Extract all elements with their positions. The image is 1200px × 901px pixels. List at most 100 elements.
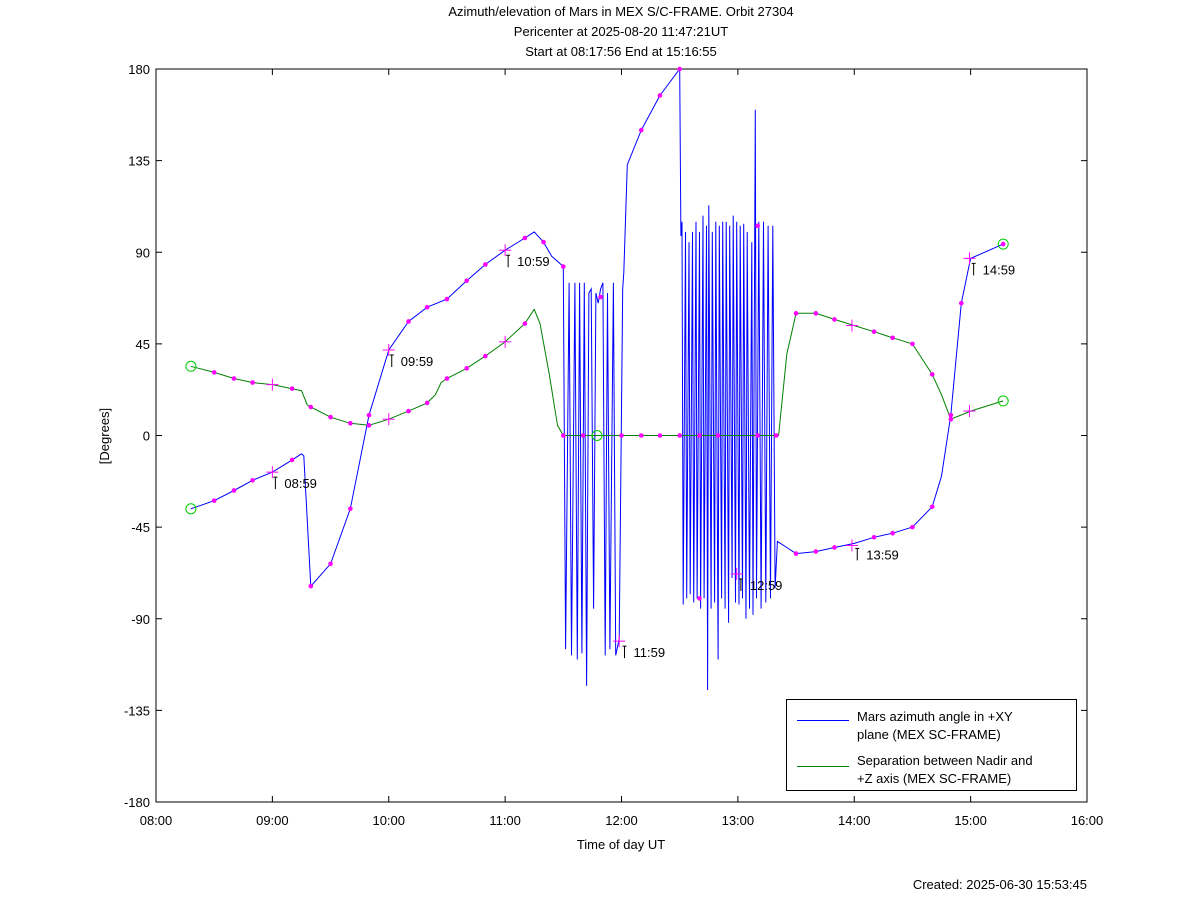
marker-dot [929, 504, 935, 510]
data-line [190, 308, 1004, 436]
marker-dot [328, 414, 333, 420]
marker-cross [730, 567, 743, 580]
annotation: 08:59 [284, 476, 317, 491]
marker-cross [382, 343, 395, 356]
marker-dot [677, 433, 682, 438]
footer: Created: 2025-06-30 15:53:45 [913, 877, 1087, 892]
x-axis-label: Time of day UT [577, 837, 665, 852]
marker-dot [289, 386, 295, 391]
marker-dot [929, 372, 935, 377]
marker-dot [832, 317, 837, 322]
marker-dot [1000, 241, 1006, 247]
y-tick-label: 135 [128, 154, 150, 169]
marker-dot [910, 341, 915, 347]
marker-cross [382, 413, 395, 426]
x-tick-label: 10:00 [372, 813, 405, 828]
marker-dot [755, 433, 760, 438]
y-tick-label: -45 [131, 520, 150, 535]
marker-dot [308, 583, 314, 589]
y-tick-label: 180 [128, 62, 150, 77]
y-tick-label: -90 [131, 612, 150, 627]
marker-dot [464, 278, 470, 284]
marker-dot [871, 329, 877, 334]
marker-cross [845, 539, 858, 552]
marker-dot [697, 596, 702, 601]
x-tick-label: 15:00 [954, 813, 987, 828]
marker-dot [348, 506, 353, 512]
marker-cross [963, 252, 976, 265]
marker-dot [773, 433, 779, 438]
legend: Mars azimuth angle in +XY plane (MEX SC-… [786, 699, 1077, 791]
legend-swatch [797, 720, 849, 721]
marker-dot [348, 420, 353, 426]
annotation: 12:59 [750, 578, 783, 593]
marker-cross [963, 405, 976, 418]
marker-dot [793, 311, 799, 316]
marker-dot [948, 416, 954, 422]
marker-dot [308, 404, 314, 410]
marker-dot [638, 127, 644, 133]
marker-dot [890, 335, 895, 341]
annotation: 10:59 [517, 254, 550, 269]
marker-cross [613, 635, 626, 648]
marker-cross [266, 466, 279, 479]
marker-dot [522, 235, 528, 241]
marker-cross [266, 378, 279, 391]
annotation: 14:59 [983, 262, 1016, 277]
y-tick-label: 45 [136, 337, 150, 352]
marker-dot [638, 433, 644, 438]
marker-dot [657, 433, 663, 438]
marker-dot [890, 530, 895, 536]
marker-dot [522, 321, 528, 326]
x-tick-label: 16:00 [1071, 813, 1104, 828]
marker-dot [444, 296, 450, 302]
marker-dot [366, 423, 372, 428]
x-tick-label: 13:00 [722, 813, 755, 828]
legend-swatch [797, 766, 849, 767]
marker-circle [997, 238, 1009, 250]
marker-dot [328, 561, 333, 567]
annotation: 13:59 [866, 547, 899, 562]
marker-dot [483, 353, 488, 359]
marker-dot [813, 549, 819, 554]
marker-dot [580, 433, 586, 438]
marker-dot [832, 545, 837, 550]
chart-subtitle: Start at 08:17:56 End at 15:16:55 [525, 44, 717, 59]
marker-dot [619, 433, 624, 438]
chart-title: Azimuth/elevation of Mars in MEX S/C-FRA… [448, 4, 793, 19]
marker-dot [755, 223, 760, 229]
marker-dot [910, 524, 915, 530]
x-tick-label: 12:00 [605, 813, 638, 828]
marker-dot [231, 488, 237, 493]
marker-circle [997, 395, 1009, 407]
marker-dot [541, 239, 546, 245]
y-tick-label: -180 [124, 795, 150, 810]
data-line [190, 67, 1004, 691]
annotation: 09:59 [401, 354, 434, 369]
annotation: 11:59 [634, 645, 666, 660]
marker-dot [793, 551, 799, 556]
x-tick-label: 08:00 [140, 813, 173, 828]
legend-label: Separation between Nadir and +Z axis (ME… [857, 753, 1033, 786]
marker-dot [697, 433, 702, 438]
marker-dot [250, 477, 255, 483]
marker-dot [289, 457, 295, 463]
marker-dot [598, 294, 603, 300]
marker-dot [948, 412, 954, 418]
marker-dot [366, 412, 372, 418]
marker-dot [715, 433, 721, 438]
marker-dot [250, 380, 255, 385]
x-tick-label: 11:00 [489, 813, 521, 828]
marker-dot [813, 311, 819, 316]
marker-circle [185, 503, 197, 515]
marker-dot [561, 264, 566, 269]
marker-dot [406, 319, 411, 324]
marker-dot [231, 376, 237, 381]
marker-dot [464, 366, 470, 371]
chart-subtitle: Pericenter at 2025-08-20 11:47:21UT [514, 24, 728, 39]
marker-dot [561, 433, 566, 438]
marker-dot [424, 400, 430, 406]
marker-dot [871, 535, 877, 540]
marker-circle [591, 430, 603, 441]
